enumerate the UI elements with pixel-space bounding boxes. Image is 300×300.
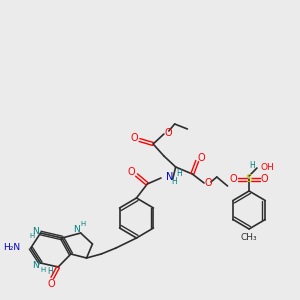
Text: OH: OH (261, 163, 274, 172)
Text: N: N (74, 224, 80, 233)
Text: CH₃: CH₃ (241, 232, 257, 242)
Text: H₂N: H₂N (3, 244, 20, 253)
Text: O: O (164, 128, 172, 138)
Text: O: O (204, 178, 212, 188)
Text: O: O (230, 174, 237, 184)
Text: O: O (47, 279, 55, 289)
Text: H: H (249, 160, 255, 169)
Text: N: N (32, 260, 39, 269)
Text: O: O (261, 174, 268, 184)
Text: H: H (47, 268, 53, 277)
Text: O: O (128, 167, 135, 177)
Text: O: O (131, 133, 138, 143)
Text: N: N (32, 226, 39, 236)
Text: H: H (171, 176, 176, 185)
Text: H: H (80, 221, 85, 227)
Text: O: O (197, 153, 205, 163)
Text: N: N (166, 172, 173, 182)
Text: H: H (29, 233, 34, 239)
Text: S: S (245, 174, 253, 184)
Text: H: H (177, 169, 182, 178)
Text: H: H (40, 267, 45, 273)
